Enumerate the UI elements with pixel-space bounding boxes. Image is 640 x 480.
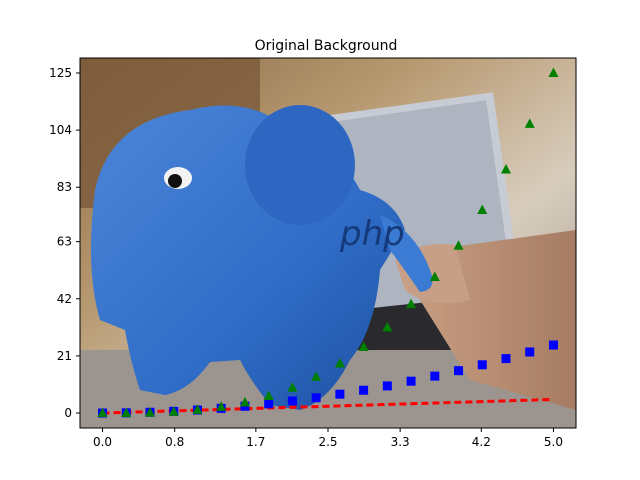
x-tick-label: 3.3 <box>391 435 410 449</box>
data-point <box>216 401 227 411</box>
y-axis: 0 21 42 63 83 104 125 <box>49 66 80 420</box>
data-point <box>263 390 274 401</box>
data-point <box>239 396 250 407</box>
data-point <box>121 407 132 417</box>
data-point <box>525 347 535 357</box>
data-point <box>192 404 203 414</box>
data-point <box>287 396 297 406</box>
y-tick-label: 83 <box>57 180 72 194</box>
series-0 <box>102 397 554 415</box>
data-point <box>382 321 393 332</box>
data-point <box>382 381 392 391</box>
data-point <box>406 376 416 386</box>
data-point <box>430 371 440 381</box>
series-line <box>102 397 554 415</box>
data-point <box>477 204 488 214</box>
y-tick-label: 0 <box>64 406 72 420</box>
y-tick-label: 21 <box>57 349 72 363</box>
data-point <box>453 240 464 250</box>
photo-elephant-pupil <box>168 174 182 188</box>
data-point <box>454 366 464 376</box>
data-point <box>311 393 321 403</box>
data-point <box>477 360 487 370</box>
series-2 <box>97 67 559 418</box>
data-point <box>500 163 511 174</box>
y-tick-label: 104 <box>49 123 72 137</box>
photo-elephant-logo: php <box>339 214 405 254</box>
chart-title: Original Background <box>255 38 398 54</box>
data-point <box>97 407 108 418</box>
x-tick-label: 0.0 <box>93 435 112 449</box>
y-tick-label: 42 <box>57 292 72 306</box>
data-point <box>429 271 440 281</box>
data-point <box>548 67 559 77</box>
y-tick-label: 63 <box>57 235 72 249</box>
axes: 0.0 0.8 1.7 2.5 3.3 4.2 5.0 0 21 42 63 83 104 125 <box>49 57 577 449</box>
data-point <box>406 298 417 309</box>
photo-elephant-ear <box>245 105 355 225</box>
data-point <box>145 407 156 417</box>
data-point <box>334 357 345 368</box>
data-point <box>524 118 535 128</box>
background-photo: php <box>80 58 576 428</box>
data-point <box>264 399 274 409</box>
photo-elephant-trunk <box>380 215 433 292</box>
series-layer <box>97 67 559 418</box>
y-tick-label: 125 <box>49 66 72 80</box>
x-tick-label: 1.7 <box>246 435 265 449</box>
x-tick-label: 5.0 <box>544 435 563 449</box>
x-tick-label: 2.5 <box>318 435 337 449</box>
data-point <box>548 340 558 350</box>
data-point <box>311 371 322 381</box>
data-point <box>358 341 369 352</box>
data-point <box>335 389 345 399</box>
data-point <box>501 354 511 364</box>
x-axis: 0.0 0.8 1.7 2.5 3.3 4.2 5.0 <box>93 428 563 449</box>
x-tick-label: 4.2 <box>472 435 491 449</box>
data-point <box>287 382 298 392</box>
data-point <box>168 406 179 416</box>
data-point <box>359 385 369 395</box>
x-tick-label: 0.8 <box>165 435 184 449</box>
